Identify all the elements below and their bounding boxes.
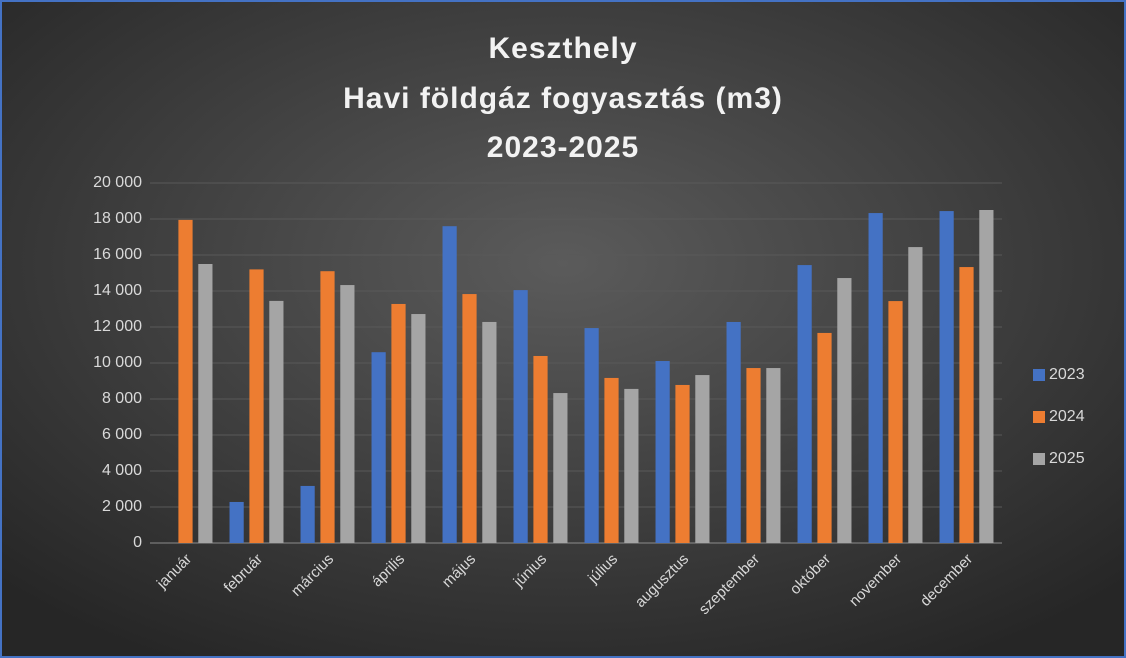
bar: [320, 271, 335, 543]
bar: [959, 267, 974, 543]
bar: [675, 384, 690, 543]
legend-swatch: [1033, 453, 1045, 465]
legend-swatch: [1033, 411, 1045, 423]
bar: [340, 285, 355, 543]
bar: [198, 264, 213, 543]
y-tick-label: 8 000: [102, 390, 142, 407]
bar: [908, 247, 923, 543]
bar: [178, 219, 193, 543]
bar: [300, 485, 315, 543]
bar: [817, 332, 832, 543]
bar: [462, 294, 477, 543]
y-tick-label: 18 000: [93, 210, 142, 227]
bar: [249, 269, 264, 543]
legend-label: 2024: [1049, 408, 1085, 425]
bar: [888, 301, 903, 543]
y-tick-label: 6 000: [102, 426, 142, 443]
legend-label: 2023: [1049, 366, 1085, 383]
y-tick-label: 20 000: [93, 174, 142, 191]
bar: [482, 321, 497, 543]
bar: [269, 300, 284, 543]
bar: [371, 352, 386, 543]
bar: [553, 393, 568, 543]
y-tick-label: 16 000: [93, 246, 142, 263]
bar: [979, 210, 994, 543]
bar: [766, 368, 781, 543]
bar: [726, 321, 741, 543]
y-tick-label: 4 000: [102, 462, 142, 479]
y-tick-label: 2 000: [102, 498, 142, 515]
chart-title: 2023-2025: [487, 131, 639, 164]
bar: [533, 355, 548, 543]
bar: [391, 303, 406, 543]
bar: [837, 278, 852, 543]
bar: [624, 388, 639, 543]
y-tick-label: 0: [133, 534, 142, 551]
y-tick-label: 10 000: [93, 354, 142, 371]
bar: [939, 211, 954, 543]
chart-title: Keszthely: [488, 32, 637, 65]
bar: [229, 501, 244, 543]
y-tick-label: 12 000: [93, 318, 142, 335]
bar: [868, 213, 883, 543]
bar: [797, 265, 812, 543]
bar: [746, 368, 761, 543]
legend-swatch: [1033, 369, 1045, 381]
bar: [442, 226, 457, 543]
y-tick-label: 14 000: [93, 282, 142, 299]
bar: [411, 314, 426, 543]
bar: [695, 375, 710, 543]
legend-label: 2025: [1049, 450, 1085, 467]
bar: [655, 361, 670, 543]
bar: [584, 328, 599, 543]
bar: [604, 377, 619, 543]
chart-title: Havi földgáz fogyasztás (m3): [343, 82, 783, 115]
bar: [513, 290, 528, 543]
